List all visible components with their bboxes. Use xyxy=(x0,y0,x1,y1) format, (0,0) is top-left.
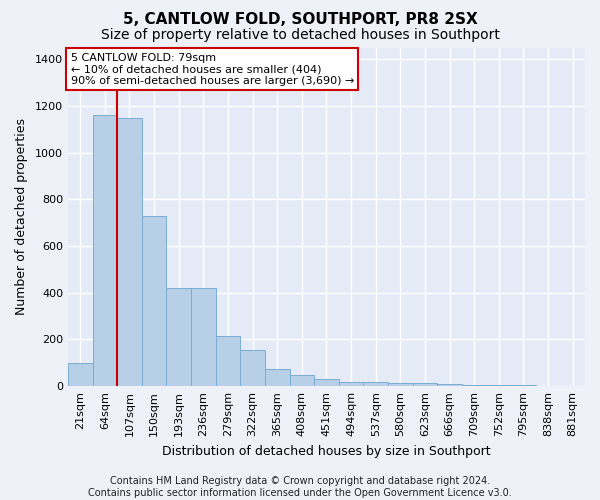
Bar xyxy=(117,118,142,386)
Bar xyxy=(265,368,290,386)
Bar xyxy=(462,385,487,386)
Bar xyxy=(487,385,511,386)
Text: Contains HM Land Registry data © Crown copyright and database right 2024.
Contai: Contains HM Land Registry data © Crown c… xyxy=(88,476,512,498)
Bar xyxy=(240,350,265,386)
Text: Size of property relative to detached houses in Southport: Size of property relative to detached ho… xyxy=(101,28,499,42)
X-axis label: Distribution of detached houses by size in Southport: Distribution of detached houses by size … xyxy=(162,444,491,458)
Bar xyxy=(290,374,314,386)
Bar xyxy=(215,336,240,386)
Text: 5, CANTLOW FOLD, SOUTHPORT, PR8 2SX: 5, CANTLOW FOLD, SOUTHPORT, PR8 2SX xyxy=(122,12,478,28)
Bar xyxy=(413,384,437,386)
Bar xyxy=(142,216,166,386)
Bar xyxy=(92,115,117,386)
Bar xyxy=(364,382,388,386)
Bar xyxy=(437,384,462,386)
Bar xyxy=(339,382,364,386)
Bar xyxy=(314,379,339,386)
Text: 5 CANTLOW FOLD: 79sqm
← 10% of detached houses are smaller (404)
90% of semi-det: 5 CANTLOW FOLD: 79sqm ← 10% of detached … xyxy=(71,52,354,86)
Y-axis label: Number of detached properties: Number of detached properties xyxy=(15,118,28,316)
Bar xyxy=(191,288,215,386)
Bar xyxy=(68,363,92,386)
Bar xyxy=(388,382,413,386)
Bar xyxy=(166,288,191,386)
